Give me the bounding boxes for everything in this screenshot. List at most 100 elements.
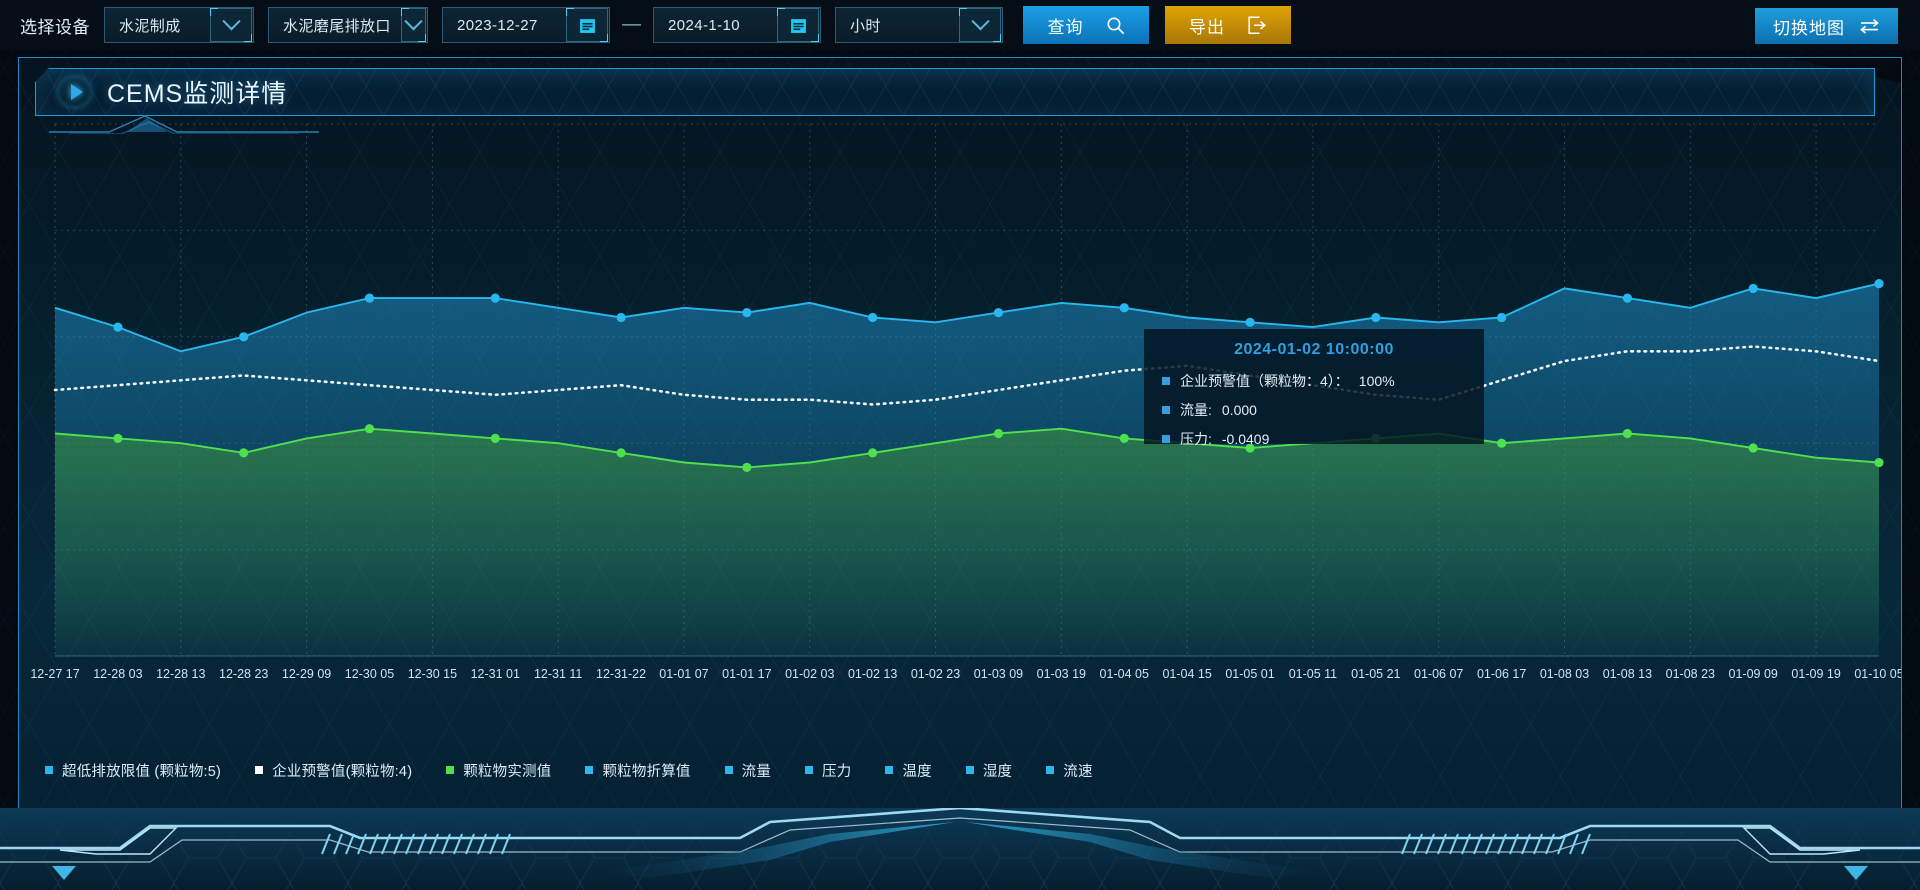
x-axis-tick-label: 01-05 01 [1225,667,1274,681]
legend-marker [724,766,733,774]
x-axis-tick-label: 01-09 09 [1729,667,1778,681]
outlet-select[interactable]: 水泥磨尾排放口 [268,7,428,43]
x-axis-tick-label: 01-04 15 [1162,667,1211,681]
data-point [113,322,123,332]
hud-footer-decoration [0,808,1920,890]
x-axis-tick-label: 12-31 01 [471,667,520,681]
tooltip-row-label: 压力: [1180,431,1212,447]
x-axis-tick-label: 01-01 07 [659,667,708,681]
legend-label: 颗粒物折算值 [602,763,691,780]
x-axis-tick-label: 01-08 13 [1603,667,1652,681]
x-axis-tick-label: 01-05 21 [1351,667,1400,681]
calendar-icon[interactable] [566,8,608,42]
end-date-value: 2024-1-10 [668,16,740,34]
data-point [742,308,752,318]
legend-item[interactable]: 流量 [724,760,772,781]
x-axis-tick-label: 01-03 19 [1037,667,1086,681]
search-icon [1106,16,1124,34]
calendar-icon[interactable] [777,8,819,42]
legend-marker [446,766,455,774]
query-button-label: 查询 [1047,17,1084,37]
legend-marker [805,766,814,774]
query-button[interactable]: 查询 [1023,6,1149,44]
data-point [239,448,249,458]
granularity-select-value: 小时 [850,17,881,35]
data-point [1245,443,1255,453]
data-point [364,293,375,303]
legend-label: 颗粒物实测值 [463,763,552,780]
x-axis-tick-label: 12-27 17 [30,667,79,681]
legend-item[interactable]: 企业预警值(颗粒物:4) [255,760,412,781]
legend-label: 流量 [741,763,772,780]
legend-item[interactable]: 流速 [1046,760,1092,781]
panel-title-plate: CEMS监测详情 [35,68,1875,134]
device-select-value: 水泥制成 [119,17,181,35]
outlet-select-value: 水泥磨尾排放口 [283,17,391,35]
legend-item[interactable]: 颗粒物折算值 [585,760,690,781]
x-axis-tick-label: 01-06 07 [1414,667,1463,681]
data-point [1874,279,1884,289]
chevron-down-icon[interactable] [210,8,252,42]
chevron-down-icon[interactable] [959,8,1001,42]
tooltip-rows: 企业预警值（颗粒物：4）： 100% 流量: 0.000 压力: -0.0409 [1144,371,1484,449]
swap-arrows-icon [1860,18,1879,34]
x-axis-tick-label: 12-31 11 [534,667,582,681]
data-point [742,462,752,472]
data-point [1119,433,1129,443]
legend-label: 流速 [1063,763,1093,780]
data-point [1371,312,1381,323]
switch-map-label: 切换地图 [1773,18,1845,38]
cems-detail-panel: CEMS监测详情 12-27 17 12-28 03 12-28 13 12-28 2… [18,57,1902,812]
data-point [1622,428,1633,439]
legend-marker [885,766,894,774]
legend-item[interactable]: 压力 [805,760,851,781]
date-range-separator: — [622,14,641,35]
play-triangle-icon [58,77,91,107]
end-date-input[interactable]: 2024-1-10 [653,7,821,43]
x-axis-tick-label: 12-31-22 [596,667,646,681]
data-point [1245,317,1255,327]
chart-canvas: 12-27 17 12-28 03 12-28 13 12-28 23 12-29 09… [30,123,1901,681]
data-point [1622,293,1633,303]
start-date-input[interactable]: 2023-12-27 [442,7,610,43]
cems-line-chart: 12-27 17 12-28 03 12-28 13 12-28 23 12-29 09… [19,116,1901,756]
page-title: CEMS监测详情 [107,80,288,108]
chevron-down-icon[interactable] [400,8,427,42]
legend-label: 企业预警值(颗粒物:4) [272,763,413,780]
x-axis-tick-label: 01-02 03 [785,667,834,681]
data-point [239,332,249,342]
legend-item[interactable]: 湿度 [965,760,1012,781]
x-axis-tick-label: 01-08 03 [1540,667,1589,681]
device-select[interactable]: 水泥制成 [104,7,254,43]
tooltip-series-marker [1162,406,1170,414]
legend-item[interactable]: 颗粒物实测值 [446,760,551,781]
x-axis-tick-label: 01-02 13 [848,667,897,681]
granularity-select[interactable]: 小时 [835,7,1003,43]
legend-label: 压力 [822,763,852,780]
x-axis-tick-label: 01-04 05 [1100,667,1149,681]
tooltip-row-value: -0.0409 [1221,431,1270,447]
chart-series [54,424,1884,656]
chart-tooltip: 2024-01-02 10:00:00 企业预警值（颗粒物：4）： 100% 流量:… [1144,329,1484,447]
x-axis-tick-label: 12-28 03 [93,667,142,681]
legend-marker [585,766,594,774]
data-point [993,428,1004,439]
title-plate-decoration [49,115,319,134]
switch-map-button[interactable]: 切换地图 [1755,8,1898,44]
legend-marker [1046,766,1055,774]
export-button[interactable]: 导出 [1165,6,1291,44]
tooltip-row: 流量: 0.000 [1144,400,1484,420]
legend-item[interactable]: 超低排放限值 (颗粒物:5) [45,760,221,781]
legend-item[interactable]: 温度 [885,760,932,781]
device-select-label: 选择设备 [20,17,90,37]
x-axis-tick-label: 01-09 19 [1791,667,1840,681]
x-axis-tick-label: 12-28 23 [219,667,268,681]
legend-label: 温度 [902,763,932,780]
x-axis-tick-label: 12-29 09 [282,667,331,681]
x-axis-tick-label: 12-30 05 [345,667,394,681]
data-point [1119,303,1129,313]
data-point [1497,312,1507,323]
data-point [1874,457,1884,468]
data-point [868,448,878,458]
tooltip-series-marker [1162,377,1170,385]
